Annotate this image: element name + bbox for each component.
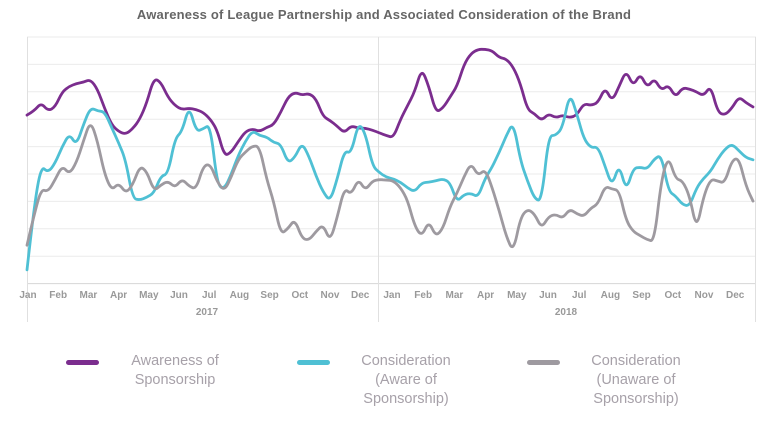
legend-swatch-consideration-aware [297,360,330,365]
x-axis-month-label: Aug [230,290,249,301]
x-axis-month-label: Apr [110,290,127,301]
x-axis-month-label: Oct [664,290,681,301]
x-axis-year-label: 2018 [555,307,578,318]
x-axis-month-label: Jun [539,290,557,301]
series-line-consideration-unaware-of-sponsorship [25,124,755,249]
x-axis-month-label: Nov [321,290,340,301]
x-axis-month-label: Feb [414,290,432,301]
x-axis-month-label: Nov [695,290,714,301]
x-axis-month-label: Jan [19,290,36,301]
x-axis-month-label: May [507,290,527,301]
series-line-awareness-of-sponsorship [25,47,755,156]
plot-area: Jan Feb Mar Apr May Jun Jul Aug Sep Oct Nov Dec Jan F… [19,36,756,322]
gridlines [27,36,756,257]
x-axis-labels: Jan Feb Mar Apr May Jun Jul Aug Sep Oct Nov Dec Jan F… [19,290,744,318]
legend-swatch-awareness [66,360,99,365]
x-axis-month-label: Feb [49,290,67,301]
legend-label: Consideration (Unaware of Sponsorship) [591,353,681,408]
legend-item-consideration-aware[interactable]: Consideration (Aware of Sponsorship) [297,352,469,409]
legend-item-consideration-unaware[interactable]: Consideration (Unaware of Sponsorship) [527,352,699,409]
x-axis-month-label: Aug [601,290,620,301]
legend-item-awareness-of-sponsorship[interactable]: Awareness of Sponsorship [66,352,238,390]
series-line-consideration-aware-of-sponsorship [25,97,755,272]
x-axis-month-label: Dec [351,290,370,301]
x-axis-month-label: Jun [170,290,188,301]
x-axis-month-label: Dec [726,290,745,301]
chart-title: Awareness of League Partnership and Asso… [136,7,632,22]
legend: Awareness of Sponsorship Consideration (… [0,352,768,434]
x-axis-month-label: Jul [572,290,587,301]
x-axis-month-label: Mar [446,290,464,301]
x-axis-month-label: Jan [383,290,400,301]
x-axis-month-label: May [139,290,159,301]
legend-swatch-consideration-unaware [527,360,560,365]
legend-label: Consideration (Aware of Sponsorship) [361,353,451,408]
x-axis-month-label: Mar [80,290,98,301]
x-axis-month-label: Apr [477,290,494,301]
x-axis-month-label: Sep [260,290,278,301]
legend-label: Awareness of Sponsorship [131,353,219,389]
x-axis-month-label: Oct [291,290,308,301]
x-axis-month-label: Sep [632,290,650,301]
x-axis-year-label: 2017 [196,307,219,318]
x-axis-month-label: Jul [202,290,217,301]
